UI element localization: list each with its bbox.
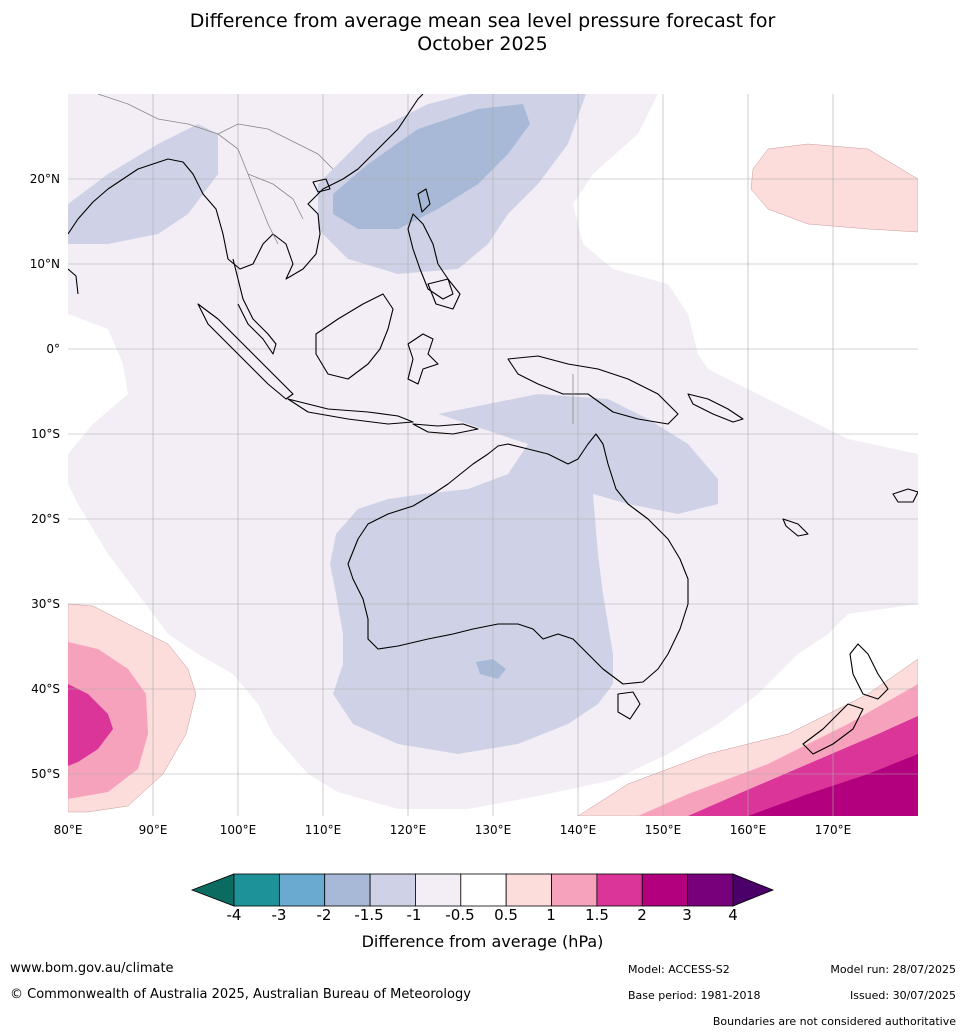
- lon-label-130e: 130°E: [474, 823, 512, 837]
- coastline-new-zealand-north: [849, 643, 889, 700]
- footer-model-run: Model run: 28/07/2025: [830, 963, 956, 976]
- cb-tick-4: 4: [728, 906, 738, 924]
- colorbar-segments: [190, 873, 775, 907]
- coastlines: [68, 94, 918, 755]
- coastline-lesser-sundas: [412, 423, 479, 435]
- anomaly-region-bight-spot: [476, 659, 506, 679]
- lon-label-110e: 110°E: [304, 823, 342, 837]
- map-title: Difference from average mean sea level p…: [0, 10, 965, 56]
- lat-label-30s: 30°S: [31, 597, 60, 611]
- cb-tick-minus-0-5: -0.5: [445, 906, 475, 924]
- colorbar-segment: [369, 873, 416, 907]
- coastline-malay-peninsula: [232, 258, 277, 355]
- colorbar-arrow-low: [190, 873, 235, 907]
- colorbar-label: Difference from average (hPa): [361, 932, 604, 951]
- colorbar-segment: [460, 873, 507, 907]
- lon-label-170e: 170°E: [814, 823, 852, 837]
- cb-tick-minus-2: -2: [316, 906, 332, 924]
- anomaly-region-southeast-very-strong: [748, 754, 918, 816]
- cb-tick-2: 2: [637, 906, 647, 924]
- anomaly-region-australia: [330, 394, 718, 754]
- lon-label-140e: 140°E: [559, 823, 597, 837]
- coastline-fiji: [892, 488, 918, 503]
- coastline-new-guinea: [507, 355, 679, 425]
- lon-label-90e: 90°E: [138, 823, 168, 837]
- colorbar-segment: [687, 873, 734, 907]
- lat-label-40s: 40°S: [31, 682, 60, 696]
- coastline-tasmania: [617, 691, 641, 720]
- coastline-solomon-islands: [687, 393, 744, 423]
- cb-tick-minus-1-5: -1.5: [354, 906, 384, 924]
- lat-label-10s: 10°S: [31, 427, 60, 441]
- footer-copyright: © Commonwealth of Australia 2025, Austra…: [10, 987, 471, 1002]
- coastline-india-west: [68, 268, 79, 295]
- colorbar-segment: [324, 873, 371, 907]
- coastline-hainan: [312, 178, 331, 193]
- cb-tick-minus-1: -1: [406, 906, 422, 924]
- colorbar-segment: [233, 873, 280, 907]
- cb-tick-3: 3: [682, 906, 692, 924]
- colorbar-segment: [641, 873, 689, 907]
- country-borders: [97, 94, 574, 424]
- colorbar-segment: [278, 873, 326, 907]
- lon-label-120e: 120°E: [389, 823, 427, 837]
- title-line-2: October 2025: [417, 33, 548, 55]
- cb-tick-minus-3: -3: [271, 906, 287, 924]
- lon-label-100e: 100°E: [219, 823, 257, 837]
- lat-label-0: 0°: [46, 342, 60, 356]
- coastline-philippines: [407, 213, 454, 300]
- colorbar: [190, 873, 775, 907]
- footer-issued: Issued: 30/07/2025: [849, 989, 956, 1002]
- lat-label-10n: 10°N: [29, 257, 60, 271]
- anomaly-region-bay-of-bengal: [68, 124, 218, 244]
- coastline-sulawesi: [407, 333, 439, 385]
- anomaly-region-north-pacific-positive: [750, 143, 918, 233]
- footer-base-period: Base period: 1981-2018: [628, 989, 761, 1002]
- lon-label-150e: 150°E: [644, 823, 682, 837]
- lat-label-50s: 50°S: [31, 767, 60, 781]
- cb-tick-minus-4: -4: [226, 906, 242, 924]
- lat-label-20n: 20°N: [29, 172, 60, 186]
- coastline-borneo: [315, 293, 394, 380]
- coastline-new-caledonia: [782, 518, 809, 537]
- colorbar-segment: [596, 873, 643, 907]
- cb-tick-0-5: 0.5: [494, 906, 518, 924]
- lon-label-80e: 80°E: [53, 823, 83, 837]
- anomaly-region-southwest-strong: [68, 684, 113, 766]
- cb-tick-1: 1: [546, 906, 556, 924]
- cb-tick-1-5: 1.5: [585, 906, 609, 924]
- footer-disclaimer: Boundaries are not considered authoritat…: [712, 1015, 956, 1028]
- colorbar-segment: [415, 873, 462, 907]
- coastline-sumatra: [197, 303, 294, 400]
- title-line-1: Difference from average mean sea level p…: [189, 10, 776, 32]
- lon-label-160e: 160°E: [729, 823, 767, 837]
- colorbar-arrow-high: [732, 873, 775, 907]
- colorbar-segment: [505, 873, 552, 907]
- colorbar-segment: [551, 873, 598, 907]
- graticule: [68, 94, 918, 816]
- coastline-mindanao: [427, 278, 461, 310]
- lat-label-20s: 20°S: [31, 512, 60, 526]
- pressure-anomaly-map: [68, 94, 918, 816]
- coastline-new-zealand-south: [802, 703, 864, 755]
- coastline-java: [287, 398, 414, 425]
- coastline-australia: [347, 433, 689, 685]
- footer-model: Model: ACCESS-S2: [628, 963, 730, 976]
- map-canvas: [68, 94, 918, 816]
- footer-website: www.bom.gov.au/climate: [10, 961, 174, 976]
- anomaly-region-strong-negative: [333, 104, 530, 229]
- coastline-taiwan: [417, 188, 431, 213]
